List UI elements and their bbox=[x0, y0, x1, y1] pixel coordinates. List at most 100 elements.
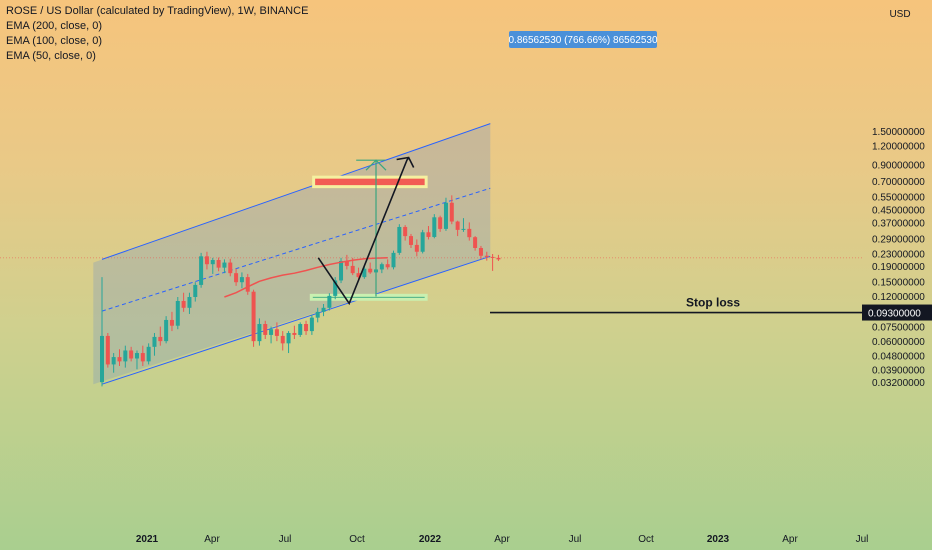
target-zone bbox=[312, 175, 428, 189]
candle-body bbox=[298, 324, 303, 335]
candle-body bbox=[257, 324, 262, 342]
stop-loss-price-text: 0.09300000 bbox=[868, 309, 921, 320]
measure-arrowhead bbox=[365, 159, 387, 171]
candle-body bbox=[292, 332, 297, 335]
candle-body bbox=[187, 296, 192, 308]
candle-body bbox=[368, 268, 373, 273]
price-tick-label: 0.55000000 bbox=[872, 193, 925, 204]
candle-body bbox=[111, 357, 116, 365]
candle-body bbox=[193, 284, 198, 297]
candle-body bbox=[164, 319, 169, 342]
candle-body bbox=[146, 346, 151, 362]
candle-body bbox=[391, 252, 396, 268]
time-tick-label: Jul bbox=[569, 534, 582, 545]
candle-body bbox=[350, 265, 355, 274]
candle-body bbox=[251, 291, 256, 342]
price-axis-unit: USD bbox=[889, 9, 910, 20]
ema-100-label[interactable]: EMA (100, close, 0) bbox=[6, 35, 102, 47]
candle-body bbox=[484, 255, 489, 257]
candle-body bbox=[286, 332, 291, 344]
candle-body bbox=[327, 295, 332, 308]
time-tick-label: 2021 bbox=[136, 534, 159, 545]
candle-body bbox=[432, 217, 437, 237]
candle-body bbox=[181, 300, 186, 308]
ema-50-label[interactable]: EMA (50, close, 0) bbox=[6, 50, 96, 62]
channel-lower-line bbox=[101, 255, 491, 385]
candle-body bbox=[134, 353, 139, 359]
ema-50-line bbox=[224, 257, 388, 298]
candle-body bbox=[461, 228, 466, 230]
time-tick-label: Apr bbox=[494, 534, 510, 545]
candle-body bbox=[321, 307, 326, 312]
candle-body bbox=[315, 311, 320, 318]
candle-body bbox=[455, 221, 460, 230]
symbol-title[interactable]: ROSE / US Dollar (calculated by TradingV… bbox=[6, 5, 309, 17]
price-tick-label: 0.90000000 bbox=[872, 160, 925, 171]
channel-upper-line bbox=[101, 123, 491, 260]
candle-body bbox=[356, 273, 361, 278]
time-axis: 2021 Apr Jul Oct 2022 Apr Jul Oct 2023 Apr Jul bbox=[136, 534, 869, 545]
time-tick-label: Jul bbox=[856, 534, 869, 545]
measure-callout-text: 0.86562530 (766.66%) 86562530 bbox=[508, 35, 657, 46]
candle-body bbox=[385, 264, 390, 268]
candle-body bbox=[175, 300, 180, 326]
price-tick-label: 0.19000000 bbox=[872, 262, 925, 273]
candle-body bbox=[169, 319, 174, 326]
candle-body bbox=[478, 247, 483, 256]
price-tick-label: 0.03900000 bbox=[872, 365, 925, 376]
candle-body bbox=[105, 335, 110, 365]
candle-body bbox=[496, 257, 501, 260]
stop-loss-label: Stop loss bbox=[686, 296, 740, 310]
time-tick-label: Apr bbox=[204, 534, 220, 545]
candle-body bbox=[210, 259, 215, 265]
time-tick-label: 2022 bbox=[419, 534, 442, 545]
candle-body bbox=[420, 232, 425, 252]
candle-body bbox=[309, 317, 314, 332]
candle-body bbox=[140, 353, 145, 362]
stop-loss-price-tag bbox=[862, 304, 932, 321]
candle-body bbox=[426, 232, 431, 237]
candle-body bbox=[152, 336, 157, 347]
candle-body bbox=[449, 202, 454, 222]
candle-body bbox=[473, 237, 478, 248]
candle-body bbox=[204, 256, 209, 265]
candle-body bbox=[245, 277, 250, 292]
chart-legend: ROSE / US Dollar (calculated by TradingV… bbox=[6, 4, 308, 64]
candle-body bbox=[344, 260, 349, 266]
candle-body bbox=[443, 202, 448, 229]
candle-body bbox=[333, 280, 338, 296]
candle-body bbox=[263, 324, 268, 335]
candle-body bbox=[158, 336, 163, 342]
candle-body bbox=[304, 324, 309, 332]
price-tick-label: 0.04800000 bbox=[872, 352, 925, 363]
candle-body bbox=[269, 329, 274, 335]
time-tick-label: Oct bbox=[349, 534, 365, 545]
candle-body bbox=[123, 350, 128, 362]
price-axis: USD 1.50000000 1.20000000 0.90000000 0.70000… bbox=[862, 9, 932, 389]
price-tick-label: 0.15000000 bbox=[872, 277, 925, 288]
price-tick-label: 0.12000000 bbox=[872, 292, 925, 303]
price-tick-label: 1.50000000 bbox=[872, 127, 925, 138]
candle-body bbox=[199, 256, 204, 285]
candle-body bbox=[397, 226, 402, 253]
candle-body bbox=[379, 264, 384, 270]
candle-body bbox=[414, 244, 419, 252]
candle-body bbox=[216, 259, 221, 268]
candle-body bbox=[403, 226, 408, 237]
candle-body bbox=[117, 357, 122, 362]
candle-body bbox=[362, 268, 367, 278]
price-tick-label: 0.37000000 bbox=[872, 218, 925, 229]
candle-body bbox=[234, 273, 239, 283]
price-tick-label: 0.23000000 bbox=[872, 249, 925, 260]
channel-middle-line bbox=[101, 187, 491, 312]
ema-200-label[interactable]: EMA (200, close, 0) bbox=[6, 20, 102, 32]
support-zone bbox=[309, 293, 428, 301]
projection-path bbox=[317, 157, 410, 306]
price-tick-label: 0.70000000 bbox=[872, 177, 925, 188]
price-tick-label: 1.20000000 bbox=[872, 142, 925, 153]
price-tick-label: 0.03200000 bbox=[872, 378, 925, 389]
candle-body bbox=[438, 217, 443, 229]
projection-arrowhead bbox=[396, 156, 415, 168]
